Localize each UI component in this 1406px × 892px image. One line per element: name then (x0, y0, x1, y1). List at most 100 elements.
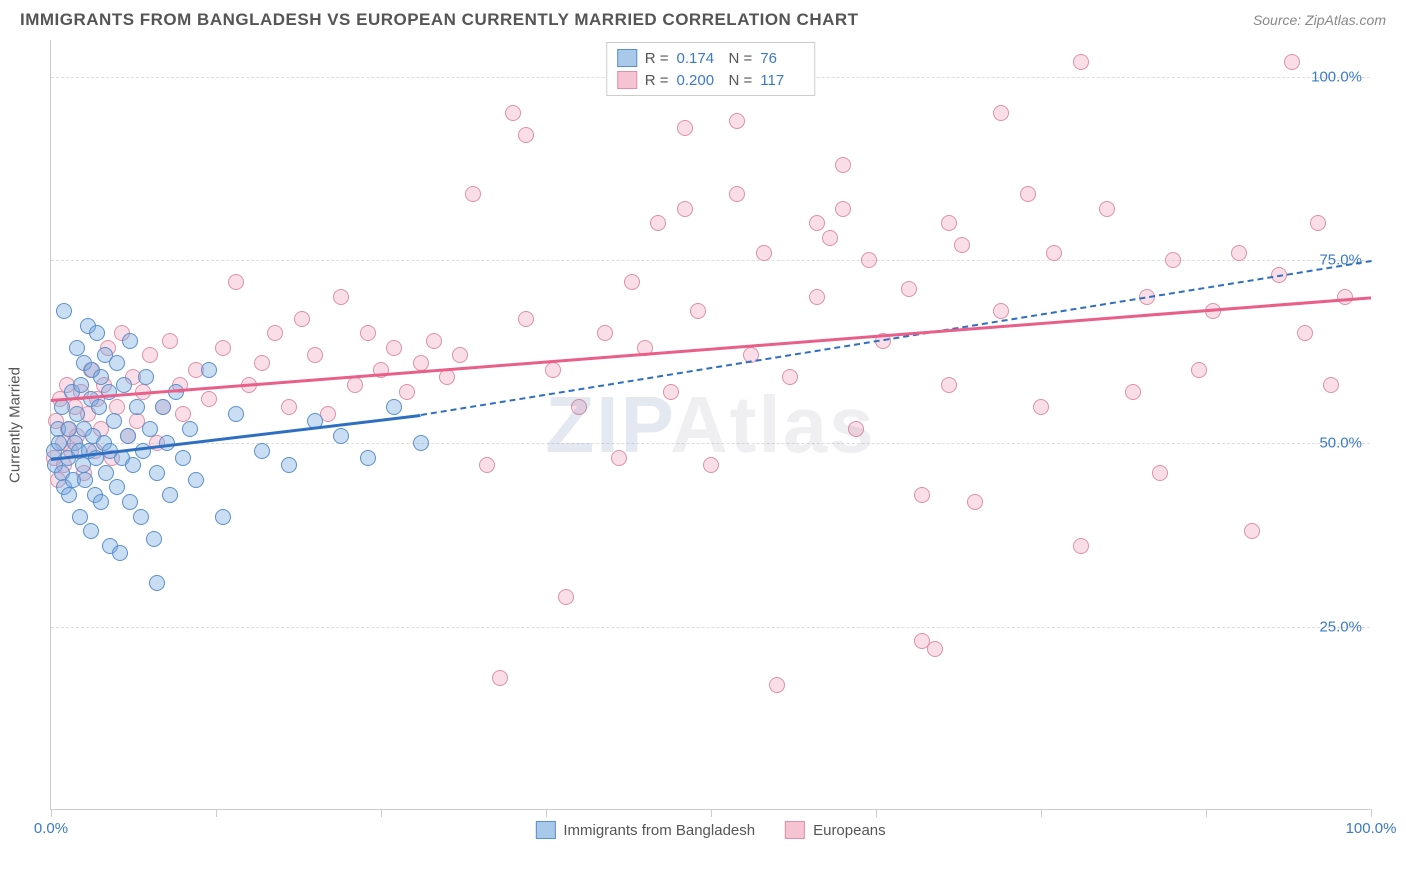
legend-r-label: R = (645, 72, 669, 89)
data-point (133, 509, 149, 525)
data-point (333, 428, 349, 444)
legend-correlation: R =0.174N =76R =0.200N =117 (606, 42, 816, 96)
data-point (51, 435, 67, 451)
data-point (927, 641, 943, 657)
data-point (479, 457, 495, 473)
data-point (228, 406, 244, 422)
data-point (125, 457, 141, 473)
data-point (1073, 538, 1089, 554)
data-point (571, 399, 587, 415)
data-point (175, 406, 191, 422)
data-point (69, 406, 85, 422)
legend-swatch (617, 49, 637, 67)
data-point (518, 311, 534, 327)
data-point (162, 333, 178, 349)
data-point (782, 369, 798, 385)
watermark-atlas: Atlas (670, 380, 876, 469)
data-point (822, 230, 838, 246)
data-point (61, 487, 77, 503)
data-point (558, 589, 574, 605)
data-point (77, 472, 93, 488)
data-point (756, 245, 772, 261)
data-point (333, 289, 349, 305)
x-tick (1371, 809, 1372, 817)
data-point (360, 450, 376, 466)
data-point (1152, 465, 1168, 481)
data-point (89, 325, 105, 341)
legend-series-item: Europeans (785, 821, 886, 839)
data-point (98, 465, 114, 481)
data-point (914, 487, 930, 503)
data-point (1244, 523, 1260, 539)
data-point (175, 450, 191, 466)
data-point (941, 215, 957, 231)
legend-swatch (617, 71, 637, 89)
x-tick-label: 100.0% (1346, 820, 1397, 837)
data-point (426, 333, 442, 349)
data-point (72, 509, 88, 525)
data-point (91, 399, 107, 415)
data-point (413, 435, 429, 451)
data-point (120, 428, 136, 444)
data-point (142, 421, 158, 437)
data-point (267, 325, 283, 341)
data-point (492, 670, 508, 686)
data-point (307, 347, 323, 363)
data-point (729, 186, 745, 202)
legend-row: R =0.200N =117 (617, 69, 805, 91)
data-point (69, 340, 85, 356)
data-point (993, 105, 1009, 121)
data-point (129, 399, 145, 415)
y-tick-label: 50.0% (1319, 435, 1362, 452)
data-point (109, 399, 125, 415)
data-point (1310, 215, 1326, 231)
x-tick (216, 809, 217, 817)
legend-n-label: N = (729, 72, 753, 89)
data-point (122, 494, 138, 510)
watermark-zip: ZIP (545, 380, 670, 469)
source-attribution: Source: ZipAtlas.com (1253, 12, 1386, 28)
data-point (518, 127, 534, 143)
data-point (399, 384, 415, 400)
data-point (56, 303, 72, 319)
data-point (941, 377, 957, 393)
data-point (835, 157, 851, 173)
data-point (545, 362, 561, 378)
y-tick-label: 25.0% (1319, 618, 1362, 635)
data-point (835, 201, 851, 217)
data-point (386, 340, 402, 356)
data-point (848, 421, 864, 437)
data-point (1323, 377, 1339, 393)
data-point (162, 487, 178, 503)
data-point (122, 333, 138, 349)
legend-n-value: 76 (760, 50, 804, 67)
data-point (1099, 201, 1115, 217)
x-tick (51, 809, 52, 817)
data-point (729, 113, 745, 129)
data-point (769, 677, 785, 693)
data-point (116, 377, 132, 393)
legend-series-label: Europeans (813, 822, 886, 839)
data-point (690, 303, 706, 319)
legend-series-label: Immigrants from Bangladesh (563, 822, 755, 839)
x-tick (1206, 809, 1207, 817)
data-point (1284, 54, 1300, 70)
data-point (1046, 245, 1062, 261)
data-point (809, 215, 825, 231)
data-point (650, 215, 666, 231)
x-tick (711, 809, 712, 817)
data-point (677, 201, 693, 217)
gridline (51, 443, 1370, 444)
data-point (347, 377, 363, 393)
legend-series: Immigrants from Bangladesh Europeans (535, 821, 885, 839)
data-point (138, 369, 154, 385)
y-tick-label: 100.0% (1311, 68, 1362, 85)
data-point (93, 369, 109, 385)
data-point (228, 274, 244, 290)
legend-swatch (535, 821, 555, 839)
data-point (201, 391, 217, 407)
chart-container: Currently Married ZIPAtlas R =0.174N =76… (50, 40, 1386, 810)
data-point (112, 545, 128, 561)
data-point (611, 450, 627, 466)
data-point (215, 340, 231, 356)
